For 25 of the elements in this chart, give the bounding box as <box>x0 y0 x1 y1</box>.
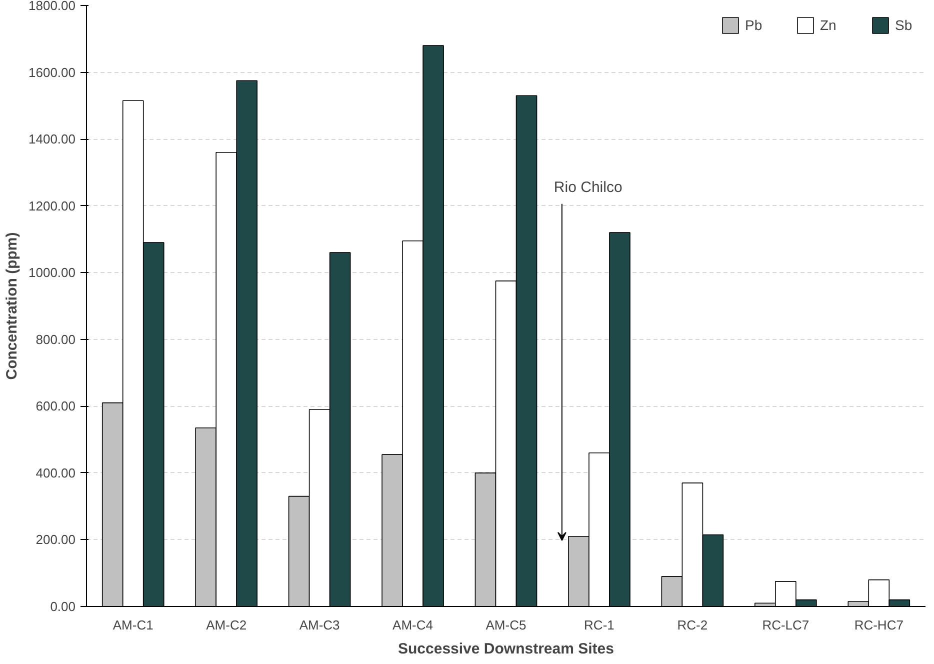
legend-label: Sb <box>895 17 914 33</box>
y-tick-label: 0.00 <box>50 599 76 614</box>
y-axis-title: Concentration (ppm) <box>4 232 21 380</box>
y-tick-label: 1000.00 <box>28 265 76 280</box>
x-tick-label: AM-C5 <box>486 618 526 632</box>
x-tick-label: AM-C4 <box>392 618 434 632</box>
y-tick-label: 200.00 <box>36 532 76 548</box>
x-tick-label: AM-C2 <box>206 618 247 632</box>
annotation: Rio Chilco <box>554 178 622 196</box>
legend-label: Pb <box>745 17 764 33</box>
x-axis-title: Successive Downstream Sites <box>398 640 614 658</box>
legend-label: Zn <box>820 17 838 33</box>
y-tick-label: 600.00 <box>36 398 76 414</box>
y-tick-label: 1400.00 <box>28 132 76 147</box>
y-tick-label: 400.00 <box>36 465 76 480</box>
y-tick-label: 800.00 <box>36 332 76 347</box>
x-tick-label: AM-C1 <box>112 618 154 632</box>
y-tick-label: 1600.00 <box>28 64 76 80</box>
x-tick-label: AM-C3 <box>299 618 340 632</box>
x-tick-label: RC-LC7 <box>762 618 810 632</box>
y-tick-label: 1800.00 <box>28 0 76 13</box>
x-tick-label: RC-2 <box>677 618 708 632</box>
y-tick-label: 1200.00 <box>28 198 76 214</box>
x-tick-label: RC-1 <box>584 618 614 632</box>
x-tick-label: RC-HC7 <box>854 618 904 632</box>
